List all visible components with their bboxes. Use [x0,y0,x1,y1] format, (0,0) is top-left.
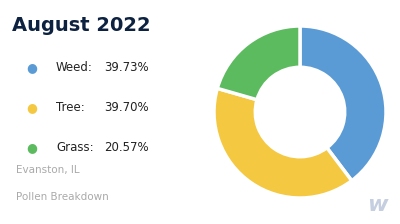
Text: 39.70%: 39.70% [104,101,149,114]
Text: w: w [368,195,388,215]
Wedge shape [217,26,300,100]
Wedge shape [214,88,352,198]
Text: Tree:: Tree: [56,101,85,114]
Text: ●: ● [26,141,38,154]
Text: 39.73%: 39.73% [104,61,149,74]
Text: ●: ● [26,101,38,114]
Text: ●: ● [26,61,38,74]
Wedge shape [300,26,386,181]
Text: Grass:: Grass: [56,141,94,154]
Text: Evanston, IL: Evanston, IL [16,165,80,175]
Text: 20.57%: 20.57% [104,141,149,154]
Text: August 2022: August 2022 [12,16,151,35]
Text: Pollen Breakdown: Pollen Breakdown [16,192,109,202]
Text: Weed:: Weed: [56,61,93,74]
